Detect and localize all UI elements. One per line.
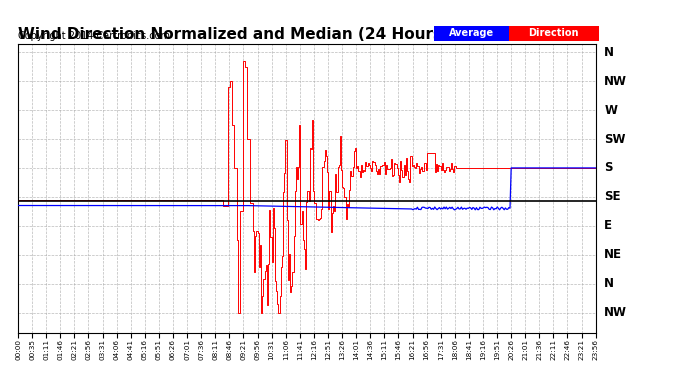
FancyBboxPatch shape (434, 26, 509, 40)
Text: NW: NW (604, 306, 627, 319)
Text: N: N (604, 277, 614, 290)
Text: S: S (604, 161, 613, 174)
Text: NE: NE (604, 248, 622, 261)
Text: NW: NW (604, 75, 627, 88)
Text: W: W (604, 104, 618, 117)
Text: Direction: Direction (529, 28, 579, 39)
Text: Average: Average (449, 28, 494, 39)
Text: N: N (604, 46, 614, 59)
Text: SE: SE (604, 190, 621, 203)
Text: Copyright 2014 Cartronics.com: Copyright 2014 Cartronics.com (18, 31, 170, 40)
Text: E: E (604, 219, 612, 232)
Text: SW: SW (604, 132, 626, 146)
FancyBboxPatch shape (509, 26, 598, 40)
Title: Wind Direction Normalized and Median (24 Hours) (New) 20140928: Wind Direction Normalized and Median (24… (18, 27, 595, 42)
